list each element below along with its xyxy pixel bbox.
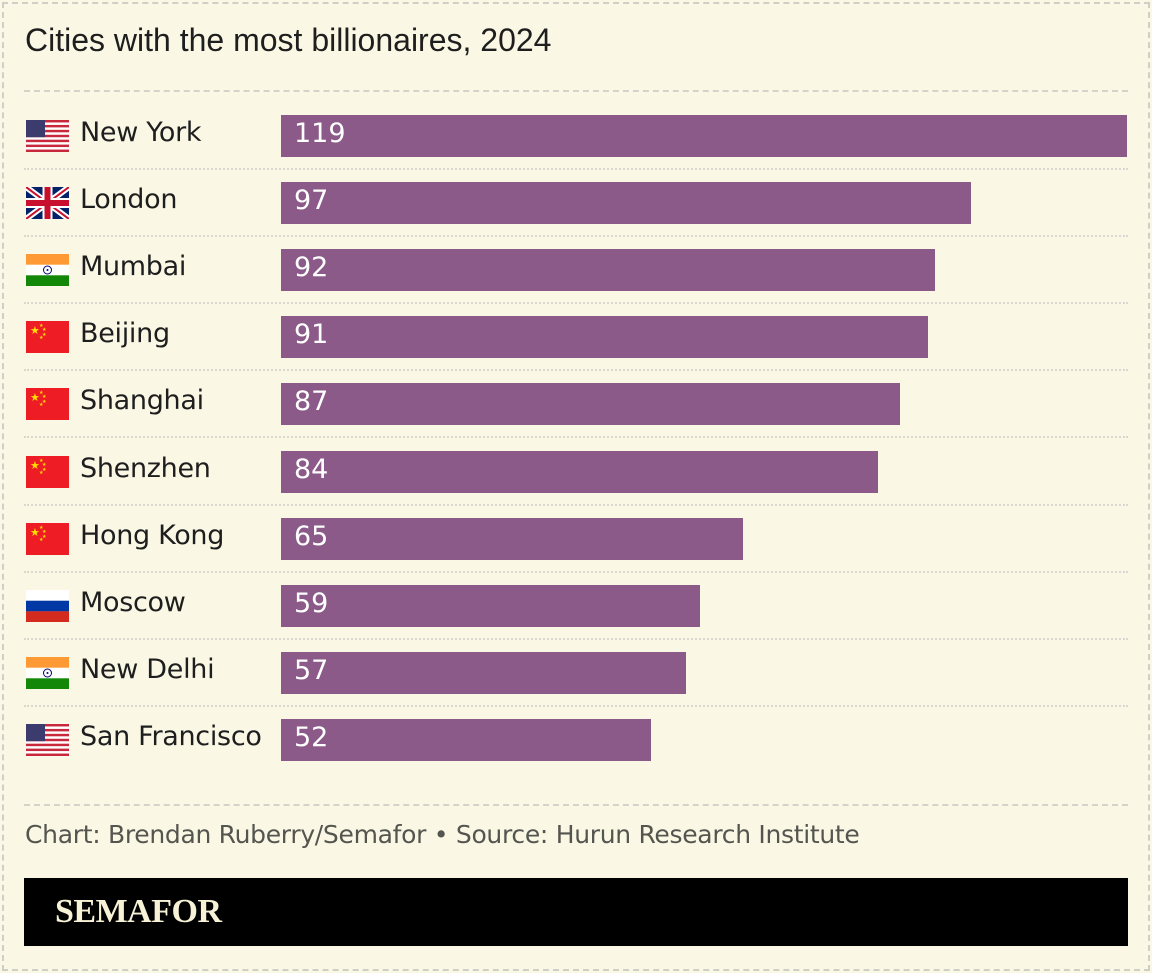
category-label: New York [80, 117, 202, 148]
bar-row: New Delhi 57 [24, 640, 1128, 707]
flag-cn-icon: ★ ★ ★ ★ ★ [26, 388, 69, 421]
bar [281, 450, 879, 493]
row-divider [24, 704, 1128, 707]
bar [281, 316, 928, 359]
category-label: Shanghai [80, 385, 204, 417]
bar [281, 249, 936, 292]
source-note: Chart: Brendan Ruberry/Semafor • Source:… [25, 820, 860, 849]
row-divider [24, 302, 1128, 305]
bar-row: London 97 [24, 170, 1128, 238]
bar-row: ★ ★ ★ ★ ★ Beijing 91 [24, 304, 1128, 372]
svg-text:★: ★ [39, 390, 44, 396]
flag-us-icon [26, 120, 69, 152]
svg-text:★: ★ [39, 537, 44, 543]
bar [281, 718, 651, 761]
flag-in-icon [26, 254, 69, 287]
bar-row: ★ ★ ★ ★ ★ Hong Kong 65 [24, 506, 1128, 573]
flag-cn-icon: ★ ★ ★ ★ ★ [26, 455, 69, 488]
data-label: 92 [294, 252, 329, 284]
data-label: 91 [294, 319, 329, 351]
category-label: Mumbai [80, 251, 187, 283]
row-divider [24, 369, 1128, 372]
data-label: 59 [294, 587, 329, 619]
svg-text:★: ★ [30, 460, 40, 472]
semafor-logo: SEMAFOR [55, 893, 222, 930]
svg-text:★: ★ [42, 529, 47, 535]
data-label: 119 [294, 118, 346, 149]
row-divider [24, 235, 1128, 238]
row-divider [24, 637, 1128, 640]
svg-text:★: ★ [39, 525, 44, 531]
category-label: London [80, 184, 178, 216]
data-label: 87 [294, 386, 329, 418]
bar-row: Mumbai 92 [24, 237, 1128, 305]
title-divider [24, 90, 1128, 92]
bar-row: San Francisco 52 [24, 707, 1128, 774]
flag-cn-icon: ★ ★ ★ ★ ★ [26, 522, 69, 555]
bar-row: ★ ★ ★ ★ ★ Shenzhen 84 [24, 439, 1128, 506]
bar-row: New York 119 [24, 103, 1128, 170]
category-label: Moscow [80, 586, 186, 618]
footer-divider [24, 804, 1128, 806]
bar [281, 517, 744, 560]
brand-bar: SEMAFOR [24, 878, 1128, 946]
data-label: 97 [294, 185, 329, 217]
flag-cn-icon: ★ ★ ★ ★ ★ [26, 321, 69, 354]
category-label: New Delhi [80, 653, 215, 685]
svg-text:★: ★ [30, 325, 40, 337]
svg-text:★: ★ [39, 335, 44, 341]
bar [281, 182, 971, 225]
bar [281, 383, 900, 426]
svg-text:★: ★ [30, 392, 40, 404]
svg-text:★: ★ [39, 323, 44, 329]
row-divider [24, 436, 1128, 439]
svg-text:★: ★ [42, 399, 47, 405]
category-label: Beijing [80, 318, 170, 350]
svg-text:★: ★ [39, 458, 44, 464]
svg-text:★: ★ [42, 462, 47, 468]
svg-text:★: ★ [39, 470, 44, 476]
category-label: Hong Kong [80, 519, 225, 551]
svg-text:★: ★ [30, 527, 40, 539]
flag-in-icon [26, 656, 69, 689]
bar [281, 584, 701, 627]
row-divider [24, 168, 1128, 170]
svg-text:★: ★ [42, 332, 47, 338]
data-label: 52 [294, 721, 329, 753]
flag-uk-icon [24, 184, 71, 222]
chart-title: Cities with the most billionaires, 2024 [25, 22, 552, 58]
flag-us-icon [26, 723, 69, 756]
bar-row: ★ ★ ★ ★ ★ Shanghai 87 [24, 371, 1128, 439]
row-divider [24, 503, 1128, 506]
data-label: 84 [294, 453, 329, 485]
svg-text:★: ★ [42, 467, 47, 473]
bar-row: Moscow 59 [24, 573, 1128, 640]
data-label: 65 [294, 520, 329, 552]
bar [281, 115, 1127, 157]
flag-ru-icon [26, 589, 69, 622]
category-label: Shenzhen [80, 452, 211, 484]
category-label: San Francisco [80, 720, 262, 752]
svg-text:★: ★ [42, 534, 47, 540]
svg-text:★: ★ [42, 327, 47, 333]
svg-text:★: ★ [42, 394, 47, 400]
data-label: 57 [294, 654, 329, 686]
bar [281, 651, 687, 694]
svg-text:★: ★ [39, 402, 44, 408]
row-divider [24, 570, 1128, 573]
